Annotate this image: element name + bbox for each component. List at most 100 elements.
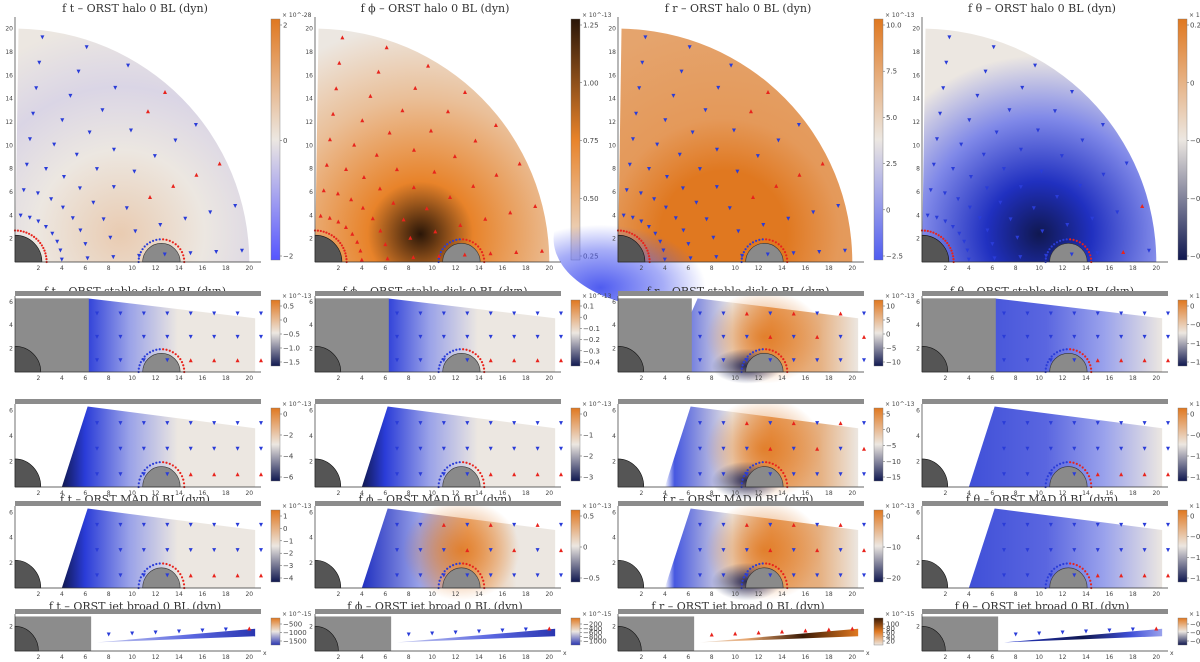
marker-negative [165, 421, 170, 426]
marker-negative [512, 446, 517, 451]
ring-marker [1086, 573, 1089, 576]
marker-positive [344, 166, 349, 171]
marker-positive [247, 626, 252, 631]
marker-positive [512, 358, 517, 363]
ring-marker [1078, 241, 1081, 244]
marker-positive [452, 154, 457, 159]
marker-negative [653, 231, 658, 236]
ring-marker [1046, 475, 1049, 478]
x-tick-label: 18 [222, 591, 230, 598]
colorbar-tick-label: −15 [886, 474, 901, 482]
x-tick-label: 14 [1082, 654, 1090, 661]
ring-marker [785, 364, 788, 367]
y-tick-label: 4 [9, 535, 13, 542]
x-tick-label: 20 [545, 490, 553, 497]
marker-negative [1048, 334, 1053, 339]
x-tick-label: 10 [428, 265, 436, 272]
marker-negative [1119, 311, 1124, 316]
ring-marker [1075, 349, 1078, 352]
ring-marker [937, 234, 940, 237]
colorbar-tick-label: 0 [283, 525, 287, 533]
marker-negative [721, 522, 726, 527]
marker-negative [1002, 522, 1006, 527]
ring-marker [439, 576, 442, 579]
marker-positive [217, 161, 222, 166]
ring-marker [1062, 461, 1065, 464]
ring-marker [642, 241, 645, 245]
black-hole [314, 234, 343, 263]
x-tick-label: 10 [1035, 490, 1043, 497]
ring-marker [438, 364, 441, 367]
ring-marker [1081, 243, 1084, 246]
x-tick-label: 12 [152, 591, 160, 598]
x-tick-label: 18 [825, 654, 833, 661]
marker-negative [200, 628, 205, 633]
marker-negative [1095, 421, 1100, 426]
ring-marker [451, 564, 455, 567]
colorbar-tick-label: 0.2 [1190, 22, 1200, 30]
y-tick-label: 4 [309, 535, 313, 542]
marker-positive [188, 358, 193, 363]
marker-positive [791, 421, 796, 426]
marker-negative [721, 334, 726, 339]
marker-positive [401, 217, 406, 222]
x-tick-label: 18 [222, 265, 230, 272]
ring-marker [740, 583, 743, 586]
marker-positive [535, 472, 540, 477]
marker-negative [1025, 334, 1030, 339]
marker-positive [426, 63, 431, 68]
x-tick-label: 4 [360, 490, 364, 497]
ring-marker [182, 579, 185, 582]
ring-marker [1078, 464, 1081, 467]
x-tick-label: 12 [152, 375, 160, 382]
ring-marker [446, 466, 449, 469]
ring-marker [1089, 579, 1092, 582]
x-tick-label: 14 [475, 265, 483, 272]
ring-marker [462, 348, 465, 351]
top-bar [15, 291, 261, 296]
ring-marker [330, 234, 333, 237]
marker-positive [385, 256, 390, 261]
marker-negative [836, 204, 841, 209]
marker-positive [361, 174, 366, 179]
y-tick-label: 16 [608, 72, 616, 79]
ring-marker [741, 579, 744, 582]
marker-negative [95, 522, 99, 527]
marker-negative [1072, 421, 1077, 426]
marker-negative [87, 130, 92, 135]
ring-marker [468, 564, 471, 567]
top-bar [15, 609, 261, 614]
colorbar-tick-label: −5 [886, 442, 896, 450]
marker-positive [259, 472, 263, 477]
ring-marker [780, 355, 783, 358]
y-tick-label: 4 [612, 535, 616, 542]
marker-positive [350, 231, 355, 236]
marker-negative [235, 548, 240, 553]
marker-positive [462, 89, 467, 94]
marker-negative [977, 216, 982, 221]
panel-ft-mad: f t – ORST MAD 0 BL (dyn)2 4 6 8 10 12 14 16 18 2… [9, 493, 311, 598]
x-tick-label: 8 [1014, 654, 1018, 661]
colorbar-tick-label: −1.0 [1190, 554, 1200, 562]
panel-fphi-halo: f ϕ – ORST halo 0 BL (dyn) 2 4 6 8 10 12 14 16 18… [305, 2, 611, 272]
marker-negative [639, 219, 644, 224]
marker-negative [95, 548, 99, 553]
panel-ftheta-mad: f θ – ORST MAD 0 BL (dyn)2 4 6 8 10 12 14 16 18 2… [916, 493, 1200, 598]
marker-positive [327, 215, 332, 220]
low-region [553, 168, 788, 309]
colorbar-tick-label: 40 [886, 633, 895, 641]
ring-marker [155, 238, 158, 241]
marker-negative [118, 573, 123, 578]
marker-positive [791, 311, 796, 316]
x-tick-label: 12 [452, 265, 460, 272]
ring-marker [462, 461, 465, 464]
ring-marker [335, 237, 338, 240]
ring-marker [482, 583, 486, 586]
marker-negative [165, 446, 170, 451]
marker-negative [70, 216, 75, 221]
black-hole [314, 626, 339, 652]
marker-negative [1044, 253, 1049, 258]
x-tick-label: 18 [222, 490, 230, 497]
ring-marker [1081, 353, 1084, 356]
ring-marker [754, 349, 758, 352]
